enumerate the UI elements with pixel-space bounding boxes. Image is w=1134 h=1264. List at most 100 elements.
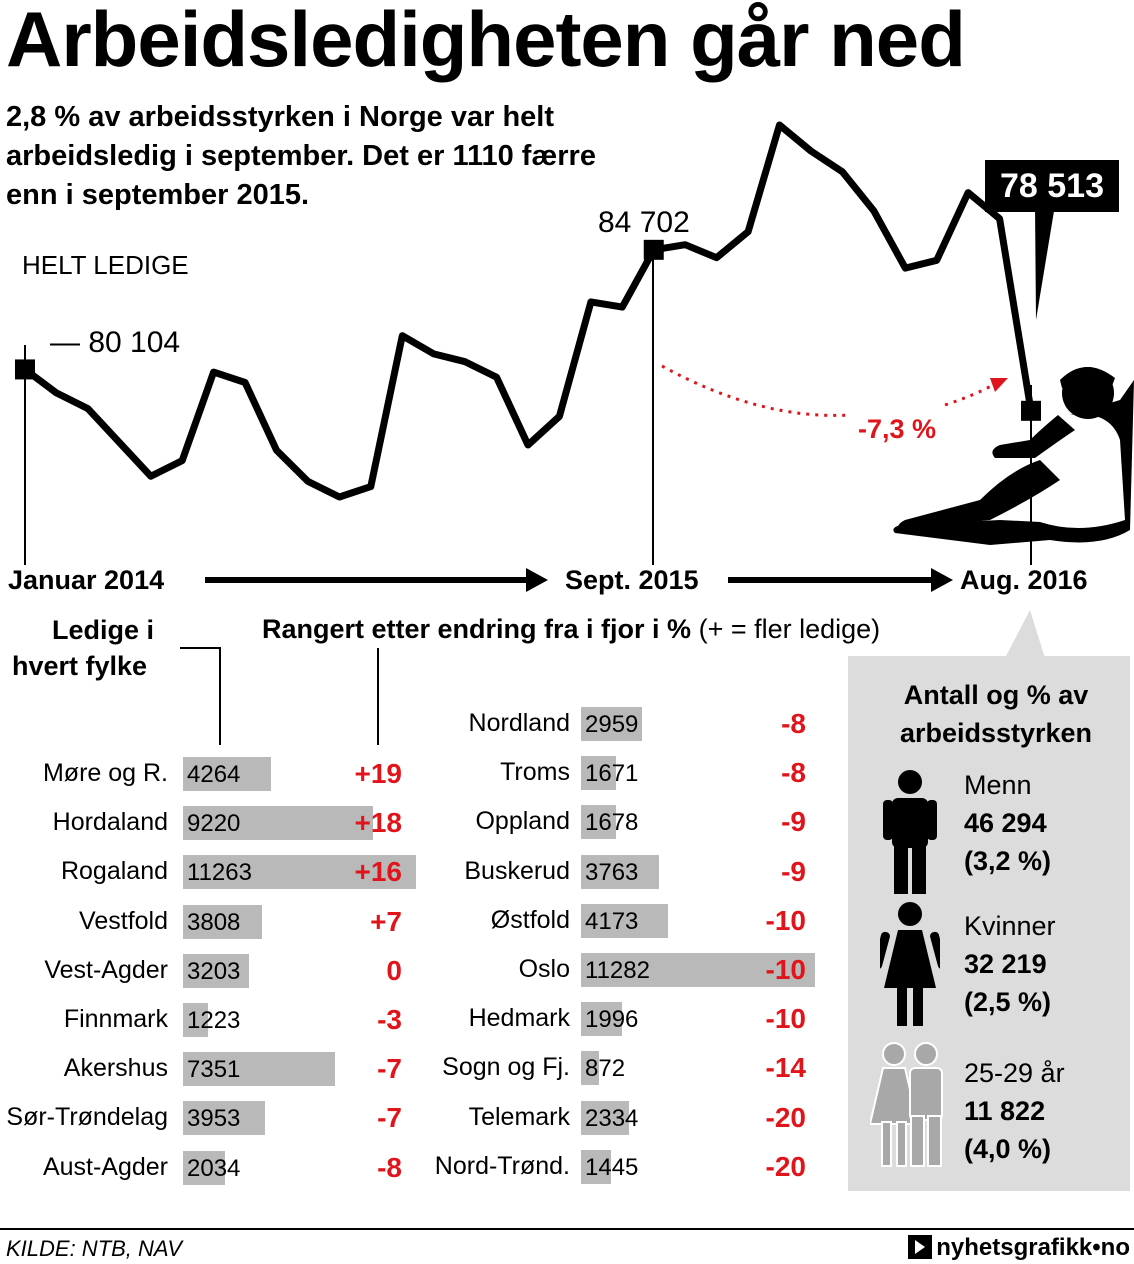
- county-change: -9: [781, 855, 806, 887]
- county-bar: [183, 1003, 209, 1037]
- county-value: 3763: [585, 858, 639, 886]
- county-change: 0: [386, 954, 402, 986]
- county-name: Akershus: [63, 1054, 168, 1083]
- county-name: Møre og R.: [42, 759, 168, 787]
- county-bar: [581, 1051, 600, 1086]
- county-name: Sogn og Fj.: [442, 1053, 570, 1082]
- timeline-arrowhead-1: [526, 568, 548, 592]
- woman-icon: [880, 902, 940, 1026]
- county-change: -10: [765, 904, 806, 936]
- county-value: 3203: [187, 957, 241, 985]
- county-change: -7: [377, 1102, 402, 1134]
- line-chart: [15, 121, 1134, 592]
- county-name: Hordaland: [52, 808, 168, 837]
- county-value: 2034: [187, 1154, 241, 1182]
- county-value: 11282: [585, 957, 650, 984]
- county-bar: [581, 953, 815, 987]
- county-heading-line2: hvert fylke: [12, 651, 148, 681]
- county-bar: [581, 854, 660, 889]
- stat-count: 32 219: [964, 949, 1047, 979]
- stat-block: Menn 46 294 (3,2 %): [964, 766, 1051, 880]
- county-change: +19: [354, 758, 403, 789]
- cursor-icon: [908, 1235, 933, 1259]
- stat-count: 11 822: [964, 1096, 1046, 1126]
- stat-label: Kvinner: [964, 911, 1056, 941]
- county-bar: [183, 1101, 265, 1136]
- couple-icon: [870, 1042, 943, 1167]
- county-name: Rogaland: [60, 857, 168, 886]
- county-name: Sør-Trøndelag: [6, 1103, 168, 1132]
- county-change: +18: [354, 807, 403, 839]
- panel-heading: Antall og % av arbeidsstyrken: [886, 676, 1106, 752]
- county-value: 1223: [187, 1007, 241, 1034]
- county-name: Østfold: [490, 905, 570, 934]
- change-arrow-path: [661, 364, 851, 417]
- county-change: -10: [765, 954, 806, 985]
- change-arrowhead: [990, 378, 1008, 392]
- x-label-mid: Sept. 2015: [565, 565, 699, 595]
- county-change: +16: [354, 856, 403, 888]
- county-bar: [183, 953, 250, 988]
- county-bar: [183, 855, 416, 890]
- stat-count: 46 294: [964, 808, 1047, 838]
- x-label-start: Januar 2014: [8, 565, 165, 595]
- county-change: -3: [377, 1004, 402, 1035]
- unemployment-line: [22, 121, 1035, 501]
- county-bar: [581, 903, 668, 938]
- county-value: 1678: [585, 809, 639, 837]
- stat-block: Kvinner 32 219 (2,5 %): [964, 907, 1056, 1021]
- county-name: Oslo: [518, 955, 570, 983]
- county-name: Vest-Agder: [44, 955, 168, 984]
- county-value: 872: [585, 1055, 626, 1083]
- county-value: 1671: [585, 760, 639, 788]
- county-heading-line1: Ledige i: [52, 615, 155, 645]
- stat-percent: (4,0 %): [964, 1134, 1052, 1164]
- county-bar: [183, 757, 272, 791]
- footer-divider: [0, 1228, 1134, 1230]
- source-credit: KILDE: NTB, NAV: [6, 1236, 183, 1261]
- county-value: 1445: [585, 1153, 639, 1181]
- county-value: 1996: [585, 1006, 639, 1034]
- county-value: 11263: [187, 859, 252, 887]
- change-arrow-path-2: [944, 383, 994, 407]
- start-value-label: — 80 104: [50, 326, 181, 359]
- county-change: -9: [781, 806, 806, 838]
- county-bar: [581, 707, 643, 741]
- county-value: 2959: [585, 711, 639, 738]
- county-value: 4264: [187, 761, 241, 788]
- county-name: Troms: [500, 758, 570, 787]
- change-label: -7,3 %: [858, 414, 937, 444]
- end-value-callout: 78 513: [985, 160, 1119, 212]
- timeline-arrowhead-2: [931, 568, 953, 592]
- rank-heading-note: (+ = fler ledige): [698, 614, 881, 644]
- stat-label: 25-29 år: [964, 1058, 1065, 1088]
- peak-callout-pointer: [1035, 205, 1055, 320]
- county-change: -8: [781, 757, 806, 789]
- county-bar: [581, 1100, 630, 1135]
- county-change: -7: [377, 1053, 402, 1085]
- county-name: Oppland: [475, 807, 570, 836]
- county-bar: [581, 1002, 623, 1037]
- county-name: Aust-Agder: [42, 1152, 168, 1181]
- county-bar: [183, 904, 262, 939]
- county-bar: [581, 805, 616, 840]
- county-value: 3808: [187, 908, 241, 936]
- county-name: Vestfold: [79, 906, 168, 935]
- county-value: 3953: [187, 1105, 241, 1133]
- county-name: Nordland: [468, 709, 570, 737]
- county-name: Hedmark: [468, 1004, 570, 1033]
- panel-heading-line2: arbeidsstyrken: [899, 718, 1093, 748]
- rank-heading-bold: Rangert etter endring fra i fjor i %: [262, 614, 692, 644]
- sitting-person-illustration: [893, 366, 1134, 545]
- county-change: -10: [765, 1003, 806, 1035]
- county-name: Nord-Trønd.: [434, 1151, 570, 1180]
- chart-label: HELT LEDIGE: [22, 250, 189, 280]
- county-value: 2334: [585, 1104, 639, 1132]
- county-change: -8: [377, 1151, 402, 1183]
- county-bar: [581, 1149, 611, 1184]
- county-name: Telemark: [468, 1102, 570, 1131]
- county-change: -8: [781, 708, 806, 739]
- county-value: 7351: [187, 1056, 241, 1084]
- county-value: 9220: [187, 810, 241, 838]
- brand-logo: nyhetsgrafikk•no: [908, 1234, 1130, 1262]
